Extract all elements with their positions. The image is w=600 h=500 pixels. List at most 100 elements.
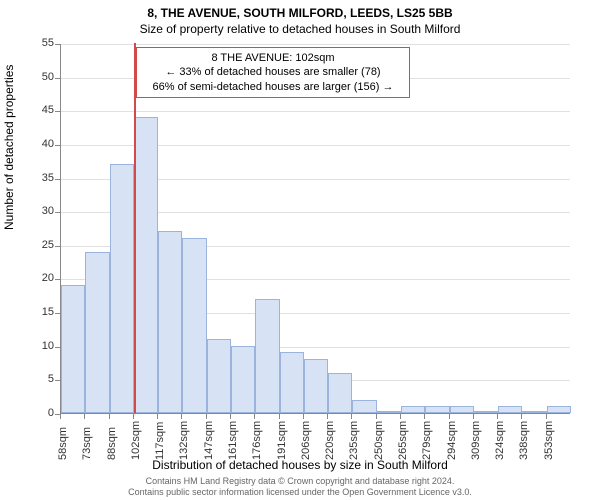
x-tick-mark [546, 414, 547, 419]
x-tick-mark [206, 414, 207, 419]
histogram-bar [182, 238, 206, 413]
y-tick-label: 5 [30, 373, 54, 385]
histogram-bar [352, 400, 376, 413]
histogram-bar [61, 285, 85, 413]
y-tick-mark [55, 44, 60, 45]
x-tick-mark [157, 414, 158, 419]
x-tick-mark [303, 414, 304, 419]
chart-title-address: 8, THE AVENUE, SOUTH MILFORD, LEEDS, LS2… [0, 6, 600, 20]
x-tick-mark [254, 414, 255, 419]
x-tick-mark [351, 414, 352, 419]
y-tick-label: 50 [30, 71, 54, 83]
y-tick-mark [55, 313, 60, 314]
x-tick-mark [497, 414, 498, 419]
histogram-bar [280, 352, 304, 413]
footer-line2: Contains public sector information licen… [0, 487, 600, 498]
property-annotation-box: 8 THE AVENUE: 102sqm ← 33% of detached h… [136, 47, 410, 98]
x-tick-label: 191sqm [276, 421, 288, 460]
x-tick-mark [376, 414, 377, 419]
annotation-line1: 8 THE AVENUE: 102sqm [143, 51, 403, 65]
x-tick-label: 294sqm [446, 421, 458, 460]
x-tick-label: 309sqm [470, 421, 482, 460]
x-tick-label: 132sqm [178, 421, 190, 460]
x-tick-mark [181, 414, 182, 419]
reference-line [134, 43, 136, 413]
x-tick-label: 265sqm [397, 421, 409, 460]
x-tick-mark [279, 414, 280, 419]
histogram-plot-area: 8 THE AVENUE: 102sqm ← 33% of detached h… [60, 44, 570, 414]
x-tick-label: 353sqm [543, 421, 555, 460]
histogram-bar [425, 406, 449, 413]
histogram-bar [450, 406, 474, 413]
y-tick-label: 35 [30, 172, 54, 184]
histogram-bar [207, 339, 231, 413]
x-tick-label: 220sqm [324, 421, 336, 460]
y-tick-label: 0 [30, 407, 54, 419]
annotation-line3: 66% of semi-detached houses are larger (… [143, 80, 403, 94]
x-tick-mark [109, 414, 110, 419]
histogram-bar [158, 231, 182, 413]
histogram-bar [401, 406, 425, 413]
x-axis-label: Distribution of detached houses by size … [0, 458, 600, 472]
x-tick-label: 250sqm [373, 421, 385, 460]
chart-subtitle: Size of property relative to detached ho… [0, 22, 600, 36]
histogram-bar [110, 164, 134, 413]
x-tick-mark [449, 414, 450, 419]
x-tick-mark [84, 414, 85, 419]
histogram-bar [498, 406, 522, 413]
histogram-bar [134, 117, 158, 413]
x-tick-label: 324sqm [494, 421, 506, 460]
x-tick-mark [60, 414, 61, 419]
x-tick-label: 279sqm [421, 421, 433, 460]
y-tick-mark [55, 212, 60, 213]
x-tick-mark [424, 414, 425, 419]
y-axis-label: Number of detached properties [2, 65, 16, 230]
x-tick-mark [327, 414, 328, 419]
y-tick-mark [55, 179, 60, 180]
x-tick-mark [521, 414, 522, 419]
x-tick-mark [133, 414, 134, 419]
histogram-bar [328, 373, 352, 413]
gridline-h [61, 44, 570, 45]
histogram-bar [85, 252, 109, 413]
histogram-bar [377, 411, 401, 413]
histogram-bar [304, 359, 328, 413]
y-tick-mark [55, 246, 60, 247]
x-tick-label: 147sqm [203, 421, 215, 460]
y-tick-label: 45 [30, 104, 54, 116]
y-tick-label: 10 [30, 340, 54, 352]
histogram-bar [231, 346, 255, 413]
histogram-bar [255, 299, 279, 413]
y-tick-mark [55, 145, 60, 146]
y-tick-label: 55 [30, 37, 54, 49]
x-tick-label: 235sqm [348, 421, 360, 460]
gridline-h [61, 111, 570, 112]
y-tick-mark [55, 380, 60, 381]
x-tick-mark [473, 414, 474, 419]
y-tick-label: 15 [30, 306, 54, 318]
y-tick-label: 25 [30, 239, 54, 251]
y-tick-mark [55, 111, 60, 112]
x-tick-label: 88sqm [106, 427, 118, 460]
x-tick-mark [230, 414, 231, 419]
x-tick-label: 73sqm [81, 427, 93, 460]
histogram-bar [522, 411, 546, 413]
x-tick-label: 206sqm [300, 421, 312, 460]
y-tick-mark [55, 78, 60, 79]
x-tick-label: 102sqm [130, 421, 142, 460]
histogram-bar [547, 406, 571, 413]
y-tick-label: 30 [30, 205, 54, 217]
annotation-line2: ← 33% of detached houses are smaller (78… [143, 65, 403, 79]
x-tick-label: 176sqm [251, 421, 263, 460]
y-tick-mark [55, 279, 60, 280]
x-tick-label: 338sqm [518, 421, 530, 460]
x-tick-label: 58sqm [57, 427, 69, 460]
x-tick-label: 161sqm [227, 421, 239, 460]
x-tick-label: 117sqm [154, 422, 166, 460]
y-tick-label: 20 [30, 272, 54, 284]
y-tick-label: 40 [30, 138, 54, 150]
x-tick-mark [400, 414, 401, 419]
y-tick-mark [55, 347, 60, 348]
attribution-footer: Contains HM Land Registry data © Crown c… [0, 476, 600, 498]
histogram-bar [474, 411, 498, 413]
